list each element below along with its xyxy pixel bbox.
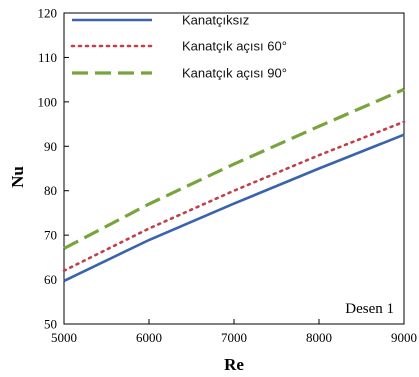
y-tick-label: 50 [44,317,57,332]
series-line-1 [63,133,405,283]
legend-label-3: Kanatçık açısı 90° [182,66,287,81]
x-tick-label: 9000 [391,330,417,345]
chart-annotation: Desen 1 [345,301,394,317]
plot-frame [63,12,405,325]
y-tick-label: 110 [38,50,57,65]
legend-label-2: Kanatçık açısı 60° [182,39,287,54]
y-tick-label: 60 [44,272,57,287]
x-tick-label: 6000 [136,330,162,345]
y-tick-label: 120 [38,6,58,21]
series-line-2 [62,120,406,273]
x-axis-title: Re [224,355,244,374]
y-tick-label: 80 [44,183,57,198]
legend: Kanatçıksız Kanatçık açısı 60° Kanatçık aç… [70,13,287,81]
y-tick-label: 70 [44,228,57,243]
x-tick-label: 7000 [221,330,247,345]
y-tick-label: 100 [38,94,58,109]
series-line-3 [63,87,405,250]
y-tick-label: 90 [44,139,57,154]
x-tick-label: 5000 [51,330,77,345]
legend-label-1: Kanatçıksız [182,13,249,28]
y-axis-title: Nu [8,166,27,188]
x-tick-label: 8000 [306,330,332,345]
axes: 5000 6000 7000 8000 9000 50 60 70 80 90 100 110 120 [38,6,418,346]
series-lines [62,87,406,283]
